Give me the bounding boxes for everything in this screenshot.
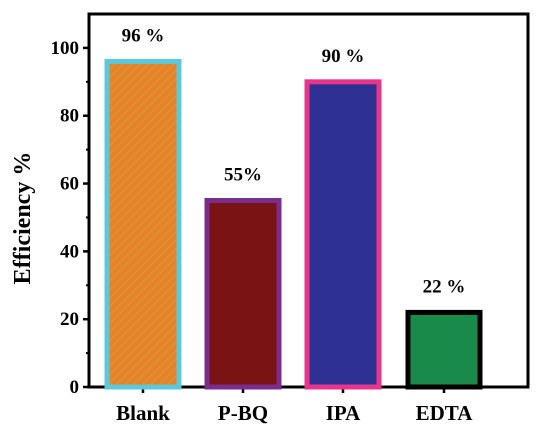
- y-tick-label: 0: [70, 377, 80, 398]
- x-tick-label: Blank: [116, 401, 170, 425]
- y-axis-title: Efficiency %: [10, 152, 36, 285]
- x-tick-label: P-BQ: [218, 401, 268, 425]
- x-tick-label: IPA: [326, 401, 361, 425]
- data-label: 55%: [224, 165, 262, 186]
- y-tick-label: 40: [60, 241, 79, 262]
- y-tick-label: 80: [60, 106, 79, 127]
- data-label: 22 %: [423, 276, 466, 297]
- bar-p-bq: [204, 198, 282, 390]
- y-tick-label: 20: [60, 309, 79, 330]
- bar-ipa: [304, 79, 382, 390]
- labels: 96 % Blank 55% P-BQ 90 % IPA 22 % EDTA: [116, 25, 473, 425]
- bar-edta: [405, 309, 483, 390]
- data-label: 90 %: [322, 46, 365, 67]
- y-tick-label: 100: [51, 38, 80, 59]
- y-tick-label: 60: [60, 174, 79, 195]
- bar-blank: [104, 58, 182, 390]
- data-label: 96 %: [122, 25, 165, 46]
- bars: [104, 58, 483, 390]
- x-tick-label: EDTA: [416, 401, 474, 425]
